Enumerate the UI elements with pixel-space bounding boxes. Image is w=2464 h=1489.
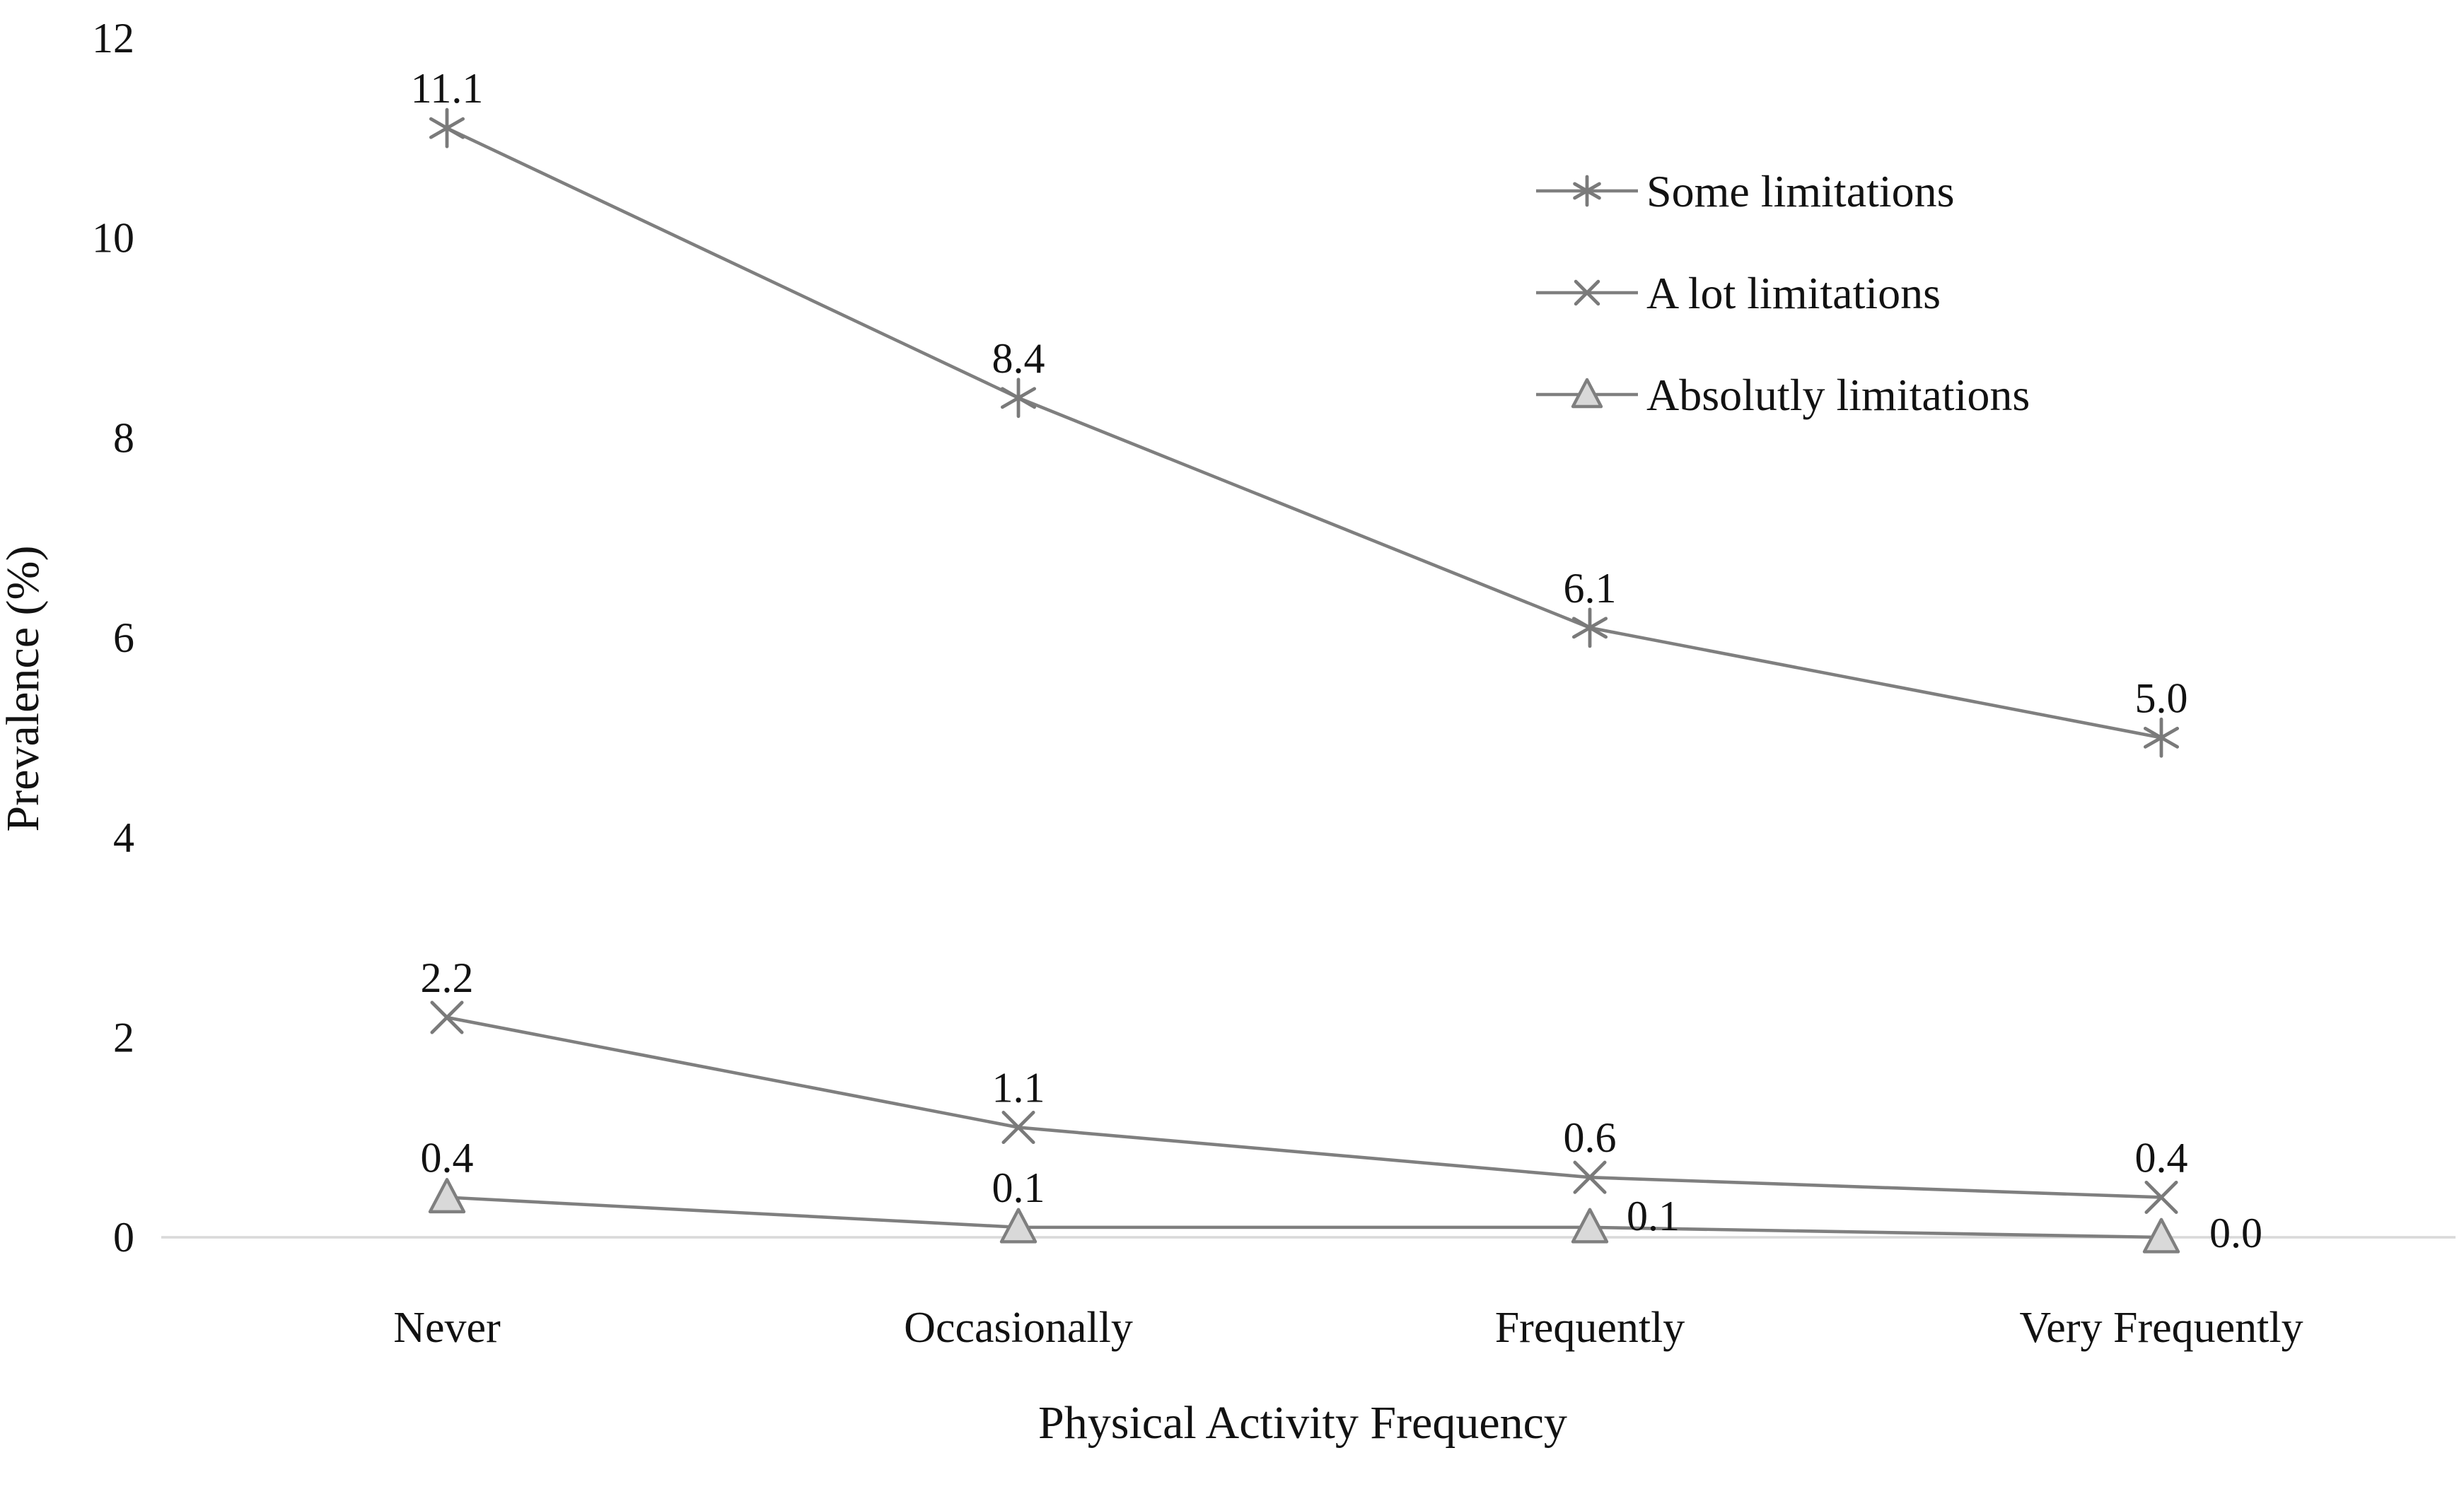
- triangle-marker-icon: [1571, 378, 1603, 409]
- x-category-label: Frequently: [1495, 1304, 1685, 1352]
- y-tick-label: 0: [113, 1214, 134, 1261]
- asterisk-stroke: [2143, 726, 2180, 749]
- x-marker-icon: [1573, 1160, 1607, 1194]
- data-label: 0.6: [1564, 1114, 1617, 1161]
- x-category-label: Very Frequently: [2019, 1304, 2303, 1352]
- series-line-absolutly-limitations: [446, 1196, 2162, 1239]
- data-label: 0.4: [2135, 1134, 2188, 1181]
- legend-label: Absolutly limitations: [1646, 370, 2030, 420]
- x-category-label: Occasionally: [904, 1304, 1133, 1352]
- asterisk-marker-icon: [429, 107, 465, 148]
- legend-item-absolutly-limitations: Absolutly limitations: [1536, 370, 2030, 420]
- x-stroke: [1573, 1160, 1607, 1194]
- x-marker-icon: [1001, 1111, 1035, 1145]
- x-axis-title: Physical Activity Frequency: [1038, 1397, 1567, 1449]
- legend: Some limitations A lot limitations Absolut…: [1536, 166, 2030, 420]
- y-tick-label: 4: [113, 814, 134, 861]
- triangle-marker-icon: [428, 1178, 466, 1214]
- legend-item-some-limitations: Some limitations: [1536, 166, 1955, 216]
- y-tick-label: 6: [113, 614, 134, 661]
- legend-item-a-lot-limitations: A lot limitations: [1536, 268, 1941, 318]
- y-tick-label: 2: [113, 1014, 134, 1061]
- x-stroke: [430, 1000, 464, 1034]
- x-category-label: Never: [393, 1304, 501, 1352]
- asterisk-stroke: [1000, 387, 1037, 409]
- triangle-marker-icon: [999, 1208, 1038, 1244]
- data-label: 0.1: [992, 1164, 1045, 1211]
- data-label: 8.4: [992, 335, 1045, 382]
- data-label: 2.2: [421, 954, 474, 1001]
- asterisk-marker-icon: [1573, 175, 1601, 207]
- triangle-marker-icon: [1571, 1208, 1609, 1244]
- legend-label: Some limitations: [1646, 166, 1955, 216]
- data-label: 6.1: [1564, 565, 1617, 612]
- data-label: 11.1: [411, 65, 484, 112]
- series-line-a-lot-limitations: [446, 1015, 2162, 1199]
- y-tick-label: 10: [92, 215, 134, 262]
- data-label: 0.4: [421, 1134, 474, 1181]
- data-label: 0.1: [1627, 1193, 1680, 1239]
- y-tick-label: 12: [92, 15, 134, 62]
- asterisk-stroke: [429, 117, 465, 139]
- asterisk-marker-icon: [1571, 607, 1608, 648]
- asterisk-marker-icon: [2143, 717, 2180, 758]
- data-label: 5.0: [2135, 675, 2188, 721]
- x-marker-icon: [2144, 1180, 2178, 1214]
- triangle-marker-icon: [2142, 1218, 2180, 1254]
- x-stroke: [1001, 1111, 1035, 1145]
- y-tick-label: 8: [113, 414, 134, 461]
- asterisk-stroke: [1573, 182, 1601, 200]
- data-label: 1.1: [992, 1065, 1045, 1111]
- y-axis-title: Prevalence (%): [0, 546, 49, 832]
- x-marker-icon: [1574, 279, 1600, 306]
- x-stroke: [2144, 1180, 2178, 1214]
- x-marker-icon: [430, 1000, 464, 1034]
- x-stroke: [1574, 279, 1600, 306]
- asterisk-stroke: [1571, 617, 1608, 639]
- data-label: 0.0: [2209, 1210, 2262, 1256]
- asterisk-marker-icon: [1000, 378, 1037, 419]
- series-line-some-limitations: [446, 127, 2162, 740]
- legend-label: A lot limitations: [1646, 268, 1941, 318]
